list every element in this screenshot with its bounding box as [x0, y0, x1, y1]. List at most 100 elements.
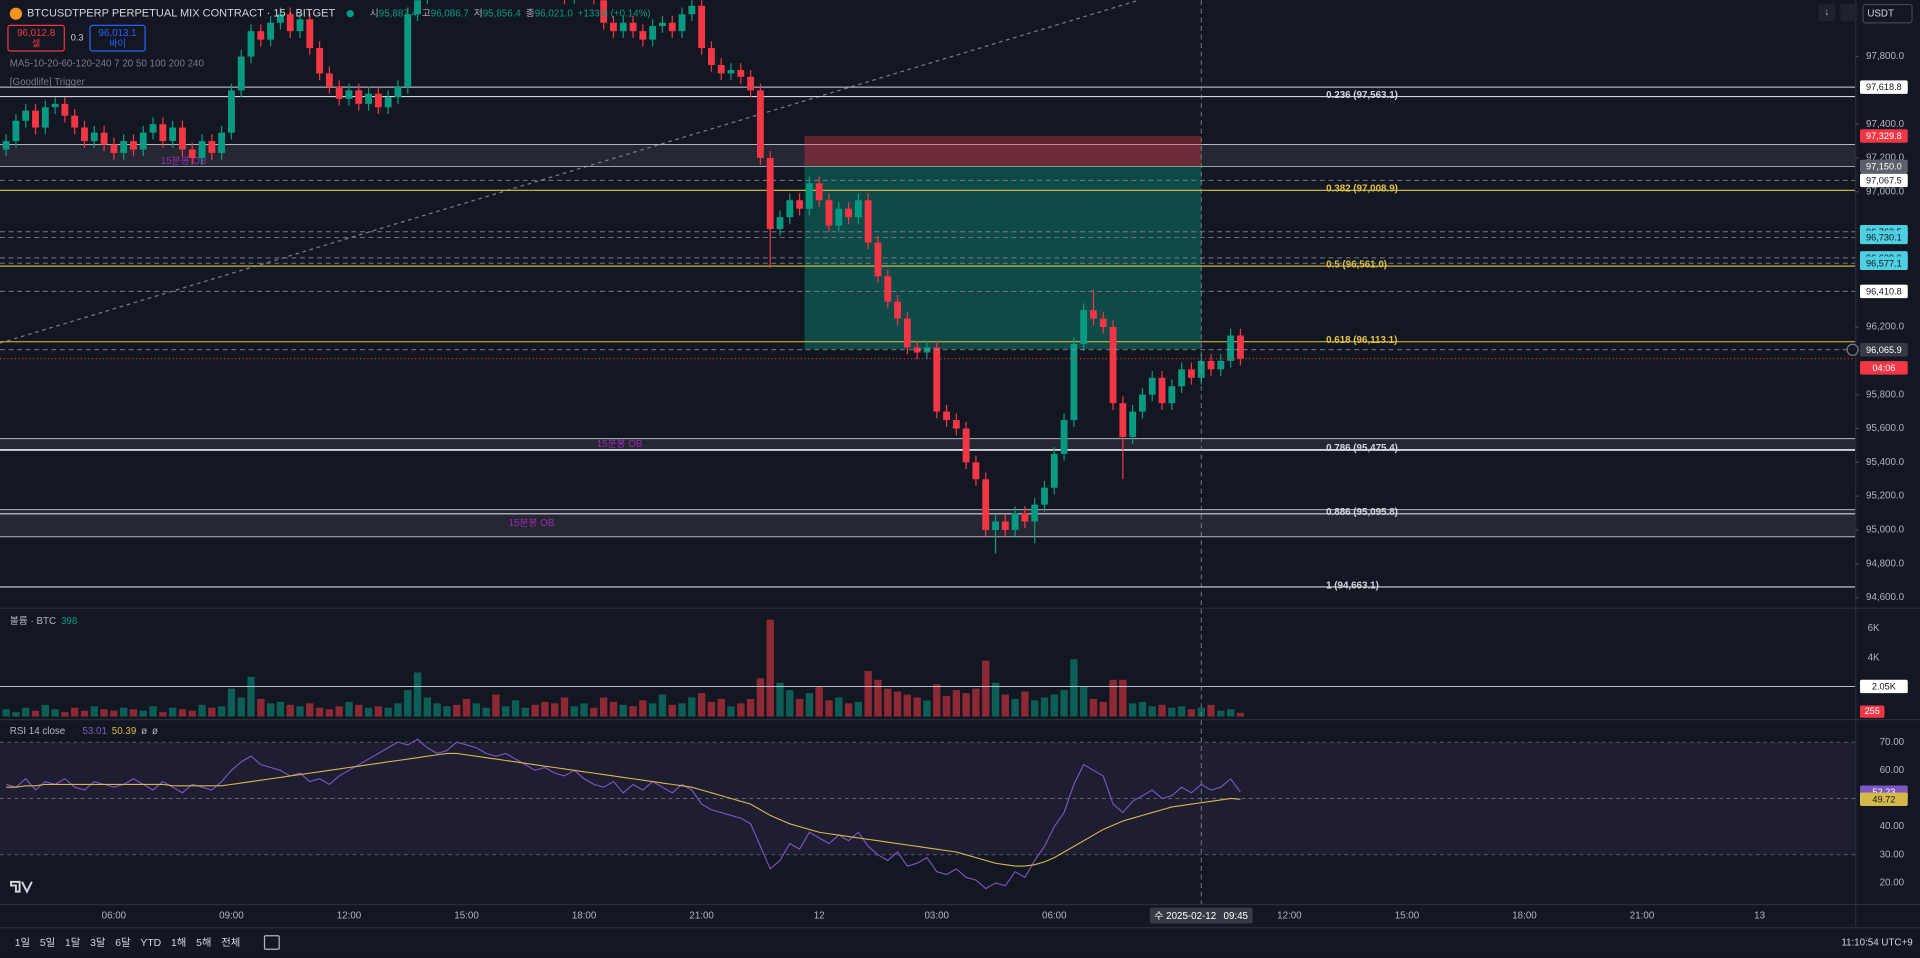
price-tag: 97,067.5	[1866, 175, 1902, 185]
candle-body	[962, 428, 970, 463]
crosshair-add-button[interactable]	[1846, 343, 1859, 356]
candle-body	[933, 347, 941, 412]
currency-select[interactable]	[1862, 3, 1913, 24]
volume-bar	[727, 706, 735, 717]
volume-bar	[982, 660, 990, 717]
range-button[interactable]: 전체	[221, 937, 240, 949]
candle-body	[903, 318, 911, 348]
y-tick-label: 95,800.0	[1866, 389, 1905, 400]
candle-body	[1227, 335, 1235, 361]
candle-body	[835, 208, 843, 226]
candle-body	[1168, 386, 1176, 404]
range-button[interactable]: 3달	[90, 937, 106, 949]
volume-bar	[217, 706, 226, 717]
volume-bar	[90, 706, 98, 717]
x-tick-label: 15:00	[1395, 911, 1420, 922]
candle-body	[1178, 369, 1186, 387]
bottom-toolbar-items: 11:10:54 UTC+9 1일 5일 1달 3달 6달 YTD 1해 5해 전체	[15, 935, 1913, 950]
volume-bar	[776, 682, 784, 717]
candle-body	[325, 73, 333, 87]
buy-button[interactable]	[89, 24, 146, 52]
candle-body	[159, 124, 167, 142]
range-button[interactable]: 1해	[171, 936, 186, 949]
range-button[interactable]: 1달	[65, 937, 81, 949]
position-stop	[804, 136, 1202, 167]
candle-body	[345, 90, 353, 99]
price-tag-bg	[1860, 230, 1908, 245]
order-block-label: 15분봉 OB	[161, 155, 207, 167]
y-tick-label: 95,000.0	[1866, 525, 1905, 536]
volume-bar	[227, 688, 236, 717]
sell-label[interactable]: 셀	[32, 39, 40, 49]
candle-body	[1090, 310, 1097, 319]
date-range-icon[interactable]	[263, 935, 280, 950]
fib-label: 0.786 (95,475.4)	[1326, 443, 1398, 454]
candle-body	[992, 521, 999, 530]
volume-bar	[149, 706, 157, 717]
download-icon[interactable]: ↓	[1824, 7, 1829, 18]
volume-bar	[51, 709, 59, 717]
sell-button[interactable]	[7, 24, 65, 52]
volume-bar	[1207, 704, 1215, 717]
ohlc-legend: 시95,887.4 고96,086.7 저95,856.4 종96,021.0 +133…	[370, 7, 651, 19]
volume-bar	[1001, 694, 1009, 717]
volume-bar	[903, 694, 912, 717]
range-button[interactable]: YTD	[140, 938, 161, 949]
x-tick-label: 12	[814, 911, 825, 922]
volume-bar	[315, 707, 324, 717]
indicator-legend[interactable]: MA5-10-20-60-120-240 7 20 50 100 200 240	[10, 58, 205, 69]
candle-body	[1021, 513, 1029, 522]
x-tick-label: 18:00	[1512, 911, 1537, 922]
candle-body	[335, 86, 343, 99]
candle-body	[1031, 504, 1039, 522]
candle-body	[257, 31, 265, 40]
candle-body	[786, 200, 794, 218]
volume-bar	[1109, 679, 1117, 717]
volume-bar	[1177, 706, 1186, 717]
range-button[interactable]: 1일	[15, 936, 30, 949]
volume-bar	[697, 693, 706, 717]
volume-bar	[825, 700, 833, 717]
currency[interactable]: USDT	[1867, 8, 1894, 19]
fib-label: 0.236 (97,563.1)	[1326, 90, 1398, 101]
volume-bar	[247, 676, 255, 717]
volume-bar	[746, 698, 755, 717]
candle-body	[884, 276, 892, 302]
volume-bar	[453, 704, 461, 717]
range-button[interactable]: 5일	[40, 936, 55, 949]
volume-bar	[648, 703, 657, 717]
volume-bar	[639, 700, 647, 717]
candle-body	[32, 110, 39, 128]
buy-label[interactable]: 바이	[109, 39, 126, 49]
candle-body	[943, 411, 950, 421]
volume-bar	[1236, 712, 1245, 717]
candle-body	[188, 149, 196, 158]
volume-bar	[1080, 687, 1088, 717]
candle-body	[629, 22, 637, 32]
candle-body	[1217, 360, 1225, 370]
indicator-legend[interactable]: [Goodlife] Trigger	[10, 77, 86, 88]
download-button[interactable]	[1818, 3, 1836, 22]
order-block	[0, 144, 1856, 167]
range-button[interactable]: 5해	[196, 936, 211, 949]
volume-bar	[786, 690, 794, 717]
candle-body	[766, 157, 774, 229]
volume-title: 볼륨 · BTC	[10, 615, 56, 627]
candle-body	[1109, 327, 1117, 404]
clock: 11:10:54 UTC+9	[1841, 938, 1912, 949]
volume-bar	[364, 707, 373, 717]
candle-body	[22, 110, 30, 121]
sell-price[interactable]: 96,012.8	[17, 28, 56, 39]
candle-body	[639, 31, 647, 40]
candle-body	[610, 22, 617, 32]
buy-price[interactable]: 96,013.1	[99, 28, 137, 39]
main-pane: 15분봉 OB 15분봉 OB 15분봉 OB 0.236 (97,563.1) 0.3…	[0, 0, 1856, 591]
refresh-button[interactable]	[1840, 3, 1858, 22]
volume-bar	[923, 700, 931, 717]
volume-bar	[991, 682, 1000, 717]
range-button[interactable]: 6달	[115, 937, 131, 949]
rsi-tick-label: 70.00	[1880, 737, 1905, 748]
candle-body	[649, 26, 657, 40]
y-tick-label: 97,800.0	[1866, 51, 1905, 62]
